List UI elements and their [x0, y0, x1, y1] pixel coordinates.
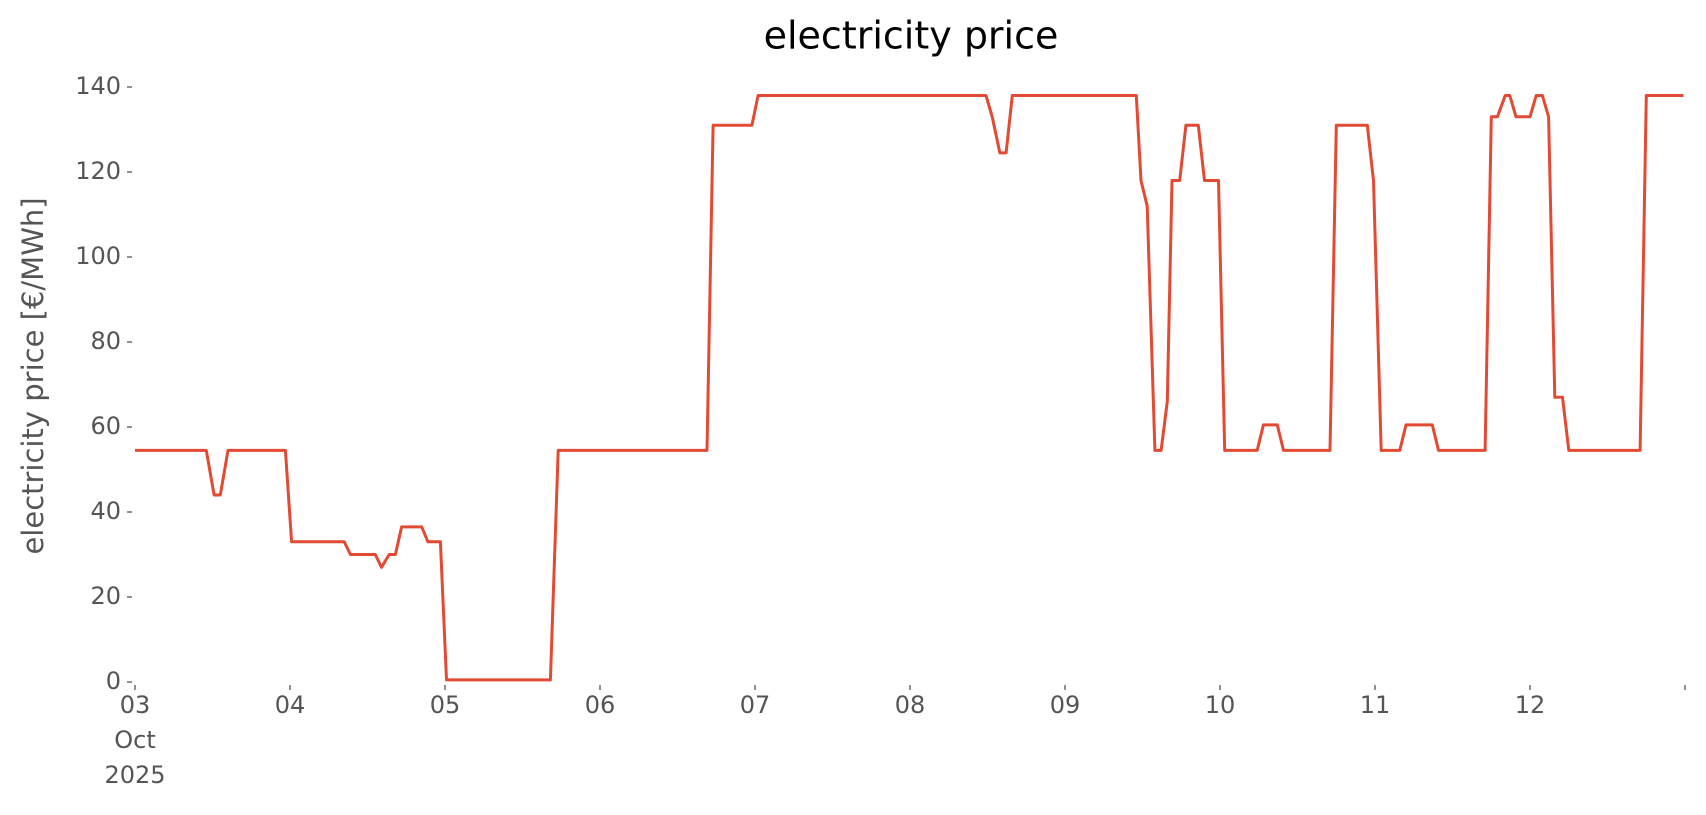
- y-tick-label: 140: [75, 72, 121, 100]
- x-tick-label: 10: [1205, 691, 1236, 719]
- y-tick-label: 0: [106, 667, 121, 695]
- x-tick-label: 05: [430, 691, 461, 719]
- y-tick-label: 40: [90, 497, 121, 525]
- x-tick-label: 09: [1050, 691, 1081, 719]
- chart-title: electricity price: [764, 14, 1059, 58]
- y-tick-label: 100: [75, 242, 121, 270]
- y-axis-label: electricity price [€/MWh]: [16, 197, 50, 554]
- x-tick-label: 07: [740, 691, 771, 719]
- y-tick-label: 80: [90, 327, 121, 355]
- x-tick-label: 03 Oct 2025: [104, 691, 165, 789]
- y-tick-label: 60: [90, 412, 121, 440]
- y-tick-label: 20: [90, 582, 121, 610]
- data-line: [135, 94, 1684, 682]
- x-tick-label: 04: [275, 691, 306, 719]
- x-tick-label: 06: [585, 691, 616, 719]
- x-tick-label: 12: [1515, 691, 1546, 719]
- y-tick-label: 120: [75, 157, 121, 185]
- x-tick-label: 08: [895, 691, 926, 719]
- x-tick-label: 11: [1360, 691, 1391, 719]
